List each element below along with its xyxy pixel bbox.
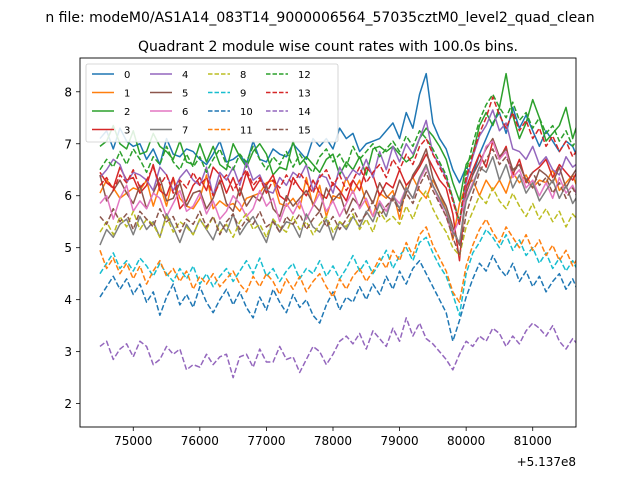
y-tick-label: 3 — [64, 345, 72, 359]
x-tick-label: 76000 — [181, 434, 219, 448]
x-tick-label: 80000 — [447, 434, 485, 448]
series-group — [99, 72, 576, 379]
legend-label-13: 13 — [298, 88, 311, 99]
series-line-1 — [99, 168, 576, 241]
x-tick-label: 81000 — [514, 434, 552, 448]
series-line-2 — [99, 72, 576, 202]
plot-frame — [79, 57, 577, 428]
legend-label-2: 2 — [124, 107, 130, 118]
y-tick-label: 6 — [64, 189, 72, 203]
legend-label-10: 10 — [240, 107, 253, 118]
y-axis: 2 3 4 5 6 7 8 — [64, 85, 80, 411]
legend-label-3: 3 — [124, 125, 130, 136]
legend-label-5: 5 — [182, 88, 188, 99]
series-line-10 — [99, 254, 576, 342]
legend-label-6: 6 — [182, 107, 188, 118]
series-line-9 — [99, 228, 576, 317]
series-line-15 — [99, 148, 576, 257]
series-line-5 — [99, 137, 576, 246]
x-tick-label: 75000 — [114, 434, 152, 448]
y-tick-label: 4 — [64, 293, 72, 307]
legend-box — [85, 63, 339, 143]
chart-title: Quadrant 2 module wise count rates with … — [138, 39, 518, 55]
legend-label-8: 8 — [240, 70, 246, 81]
x-axis: 75000 76000 77000 78000 79000 80000 81000 — [114, 427, 552, 448]
series-line-8 — [99, 187, 576, 257]
series-line-11 — [99, 218, 576, 304]
legend-label-7: 7 — [182, 125, 188, 136]
series-line-4 — [99, 109, 576, 226]
x-tick-label: 77000 — [247, 434, 285, 448]
legend-label-4: 4 — [182, 70, 188, 81]
x-tick-label: 79000 — [380, 434, 418, 448]
y-tick-label: 8 — [64, 85, 72, 99]
x-tick-label: 78000 — [314, 434, 352, 448]
legend-label-11: 11 — [240, 125, 253, 136]
legend-label-9: 9 — [240, 88, 246, 99]
legend-label-1: 1 — [124, 88, 130, 99]
legend-label-12: 12 — [298, 70, 311, 81]
series-line-12 — [99, 93, 576, 223]
legend-label-14: 14 — [298, 107, 311, 118]
y-tick-label: 5 — [64, 241, 72, 255]
series-line-14 — [99, 317, 576, 379]
legend-label-15: 15 — [298, 125, 311, 136]
series-line-3 — [99, 140, 576, 262]
series-line-6 — [99, 140, 576, 236]
y-tick-label: 2 — [64, 397, 72, 411]
figure-suptitle: n file: modeM0/AS1A14_083T14_9000006564_… — [45, 10, 594, 26]
series-line-13 — [99, 96, 576, 226]
x-axis-offset-label: +5.137e8 — [517, 455, 576, 469]
y-tick-label: 7 — [64, 137, 72, 151]
legend-label-0: 0 — [124, 70, 130, 81]
